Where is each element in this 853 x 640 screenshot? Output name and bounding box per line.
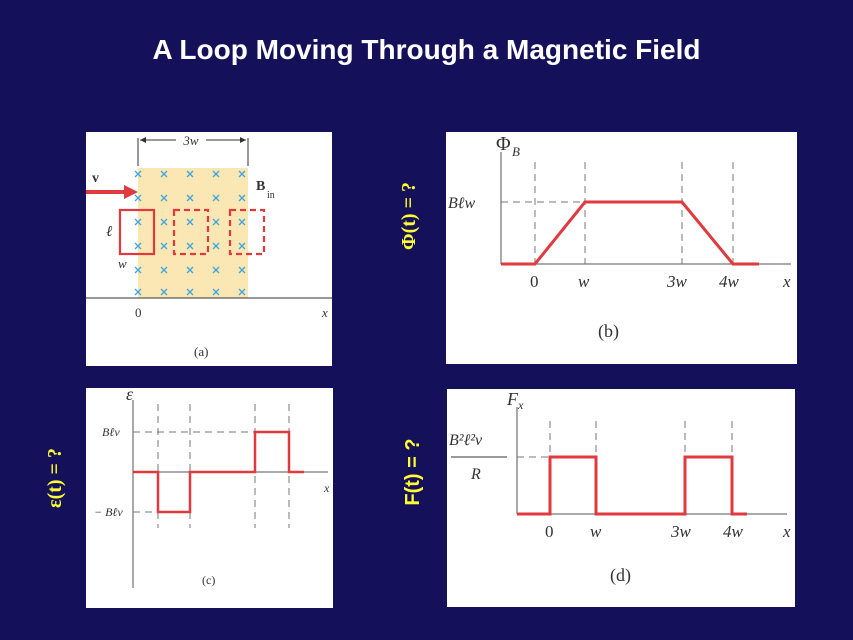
tick-3w: 3w	[670, 522, 692, 541]
tick-0: 0	[530, 272, 539, 291]
caption-d: (d)	[610, 565, 631, 586]
flux-axis-label: Φ	[496, 133, 511, 155]
force-graph-svg: F x B²ℓ²v R 0 w 3w 4w x (d)	[449, 389, 791, 586]
tick-4w: 4w	[719, 272, 740, 291]
loop-position-3	[228, 208, 266, 256]
panel-c-emf-graph: ε Bℓv − Bℓv x (c)	[86, 388, 333, 608]
panel-a-loop-diagram: 3w v B in ℓ w 0 x (a)	[86, 132, 332, 366]
force-level-denominator: R	[470, 466, 481, 483]
caption-c: (c)	[202, 573, 215, 587]
tick-x: x	[782, 522, 791, 541]
loop-position-2	[172, 208, 210, 256]
origin-label: 0	[135, 305, 142, 320]
flux-curve	[501, 200, 759, 266]
tick-4w: 4w	[723, 522, 744, 541]
caption-b: (b)	[598, 321, 619, 342]
flux-graph-svg: Φ B Bℓw 0 w 3w 4w x (b)	[448, 133, 791, 342]
emf-curve	[133, 430, 304, 514]
emf-x-label: x	[323, 481, 330, 495]
page-title: A Loop Moving Through a Magnetic Field	[152, 34, 701, 65]
panel-d-force-graph: F x B²ℓ²v R 0 w 3w 4w x (d)	[447, 389, 795, 607]
loop-width-label: w	[118, 256, 127, 271]
force-question-label: F(t) = ?	[402, 438, 424, 506]
width-label: 3w	[182, 133, 199, 148]
emf-neg-label: − Bℓv	[94, 505, 123, 519]
tick-w: w	[578, 272, 590, 291]
loop-position-1	[118, 208, 156, 256]
loop-length-label: ℓ	[106, 224, 112, 240]
svg-text:B: B	[512, 144, 520, 159]
force-level-numerator: B²ℓ²v	[449, 432, 483, 449]
tick-x: x	[782, 272, 791, 291]
loop-diagram-svg: 3w v B in ℓ w 0 x (a)	[86, 133, 332, 359]
force-curve	[517, 455, 747, 516]
flux-level-label: Bℓw	[448, 195, 475, 212]
svg-text:x: x	[517, 398, 524, 412]
emf-question-label: ε(t) = ?	[44, 448, 66, 508]
force-axis-label: F	[506, 389, 519, 409]
tick-w: w	[590, 522, 602, 541]
flux-question-label: Φ(t) = ?	[398, 182, 420, 250]
caption-a: (a)	[194, 344, 208, 359]
emf-axis-label: ε	[126, 388, 134, 404]
field-x-marks	[134, 170, 246, 296]
panel-b-flux-graph: Φ B Bℓw 0 w 3w 4w x (b)	[446, 132, 797, 364]
emf-pos-label: Bℓv	[102, 425, 120, 439]
tick-3w: 3w	[666, 272, 688, 291]
axis-label: x	[321, 305, 328, 320]
field-label: B	[256, 179, 265, 194]
velocity-label: v	[92, 171, 99, 186]
tick-0: 0	[545, 522, 554, 541]
emf-graph-svg: ε Bℓv − Bℓv x (c)	[94, 388, 330, 588]
field-label-sub: in	[267, 190, 275, 201]
